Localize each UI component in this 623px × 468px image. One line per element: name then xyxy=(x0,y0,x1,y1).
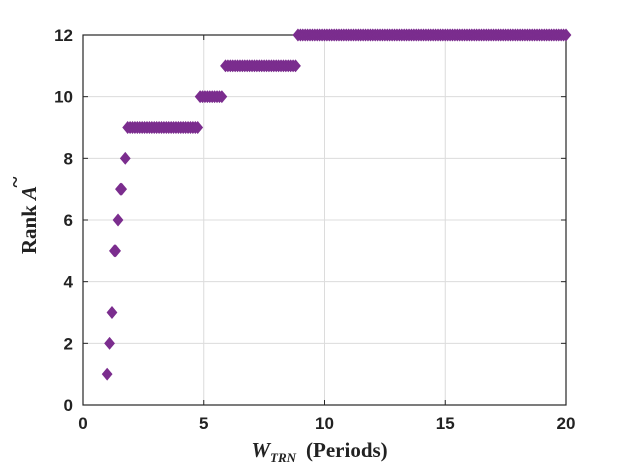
y-axis-label: Rank A ~ xyxy=(3,176,41,254)
data-point xyxy=(110,244,121,258)
y-tick-label: 0 xyxy=(64,396,73,415)
data-point xyxy=(101,367,113,381)
y-tick-label: 10 xyxy=(54,88,73,107)
y-tick-label: 8 xyxy=(64,149,73,168)
y-tick-label: 12 xyxy=(54,26,73,45)
data-points xyxy=(101,28,572,381)
data-point xyxy=(106,306,118,319)
data-point xyxy=(112,213,124,227)
x-tick-label: 10 xyxy=(315,414,334,433)
y-tick-label: 2 xyxy=(64,334,73,353)
y-axis-label-accent: ~ xyxy=(3,176,27,187)
axis-ticks: 0 5 10 15 20 0 2 4 6 8 10 12 xyxy=(54,26,575,433)
grid-lines xyxy=(83,35,566,405)
y-axis-label-var: A xyxy=(17,186,41,202)
y-tick-label: 4 xyxy=(64,273,74,292)
x-tick-label: 20 xyxy=(557,414,576,433)
y-axis-label-prefix: Rank xyxy=(17,200,41,254)
x-axis-label: WTRN (Periods) xyxy=(251,438,387,465)
data-point xyxy=(290,59,301,73)
svg-text:Rank A: Rank A xyxy=(17,186,41,254)
x-axis-label-unit: (Periods) xyxy=(306,438,388,462)
data-point xyxy=(216,90,228,104)
data-point xyxy=(119,151,131,165)
data-point xyxy=(116,182,128,196)
y-tick-label: 6 xyxy=(64,211,73,230)
x-tick-label: 15 xyxy=(436,414,455,433)
x-axis-label-subscript: TRN xyxy=(270,450,297,465)
x-tick-label: 5 xyxy=(199,414,208,433)
data-point xyxy=(192,121,204,134)
data-point xyxy=(104,336,115,350)
x-axis-label-var: W xyxy=(251,438,271,462)
data-point xyxy=(560,28,572,42)
x-tick-label: 0 xyxy=(78,414,87,433)
